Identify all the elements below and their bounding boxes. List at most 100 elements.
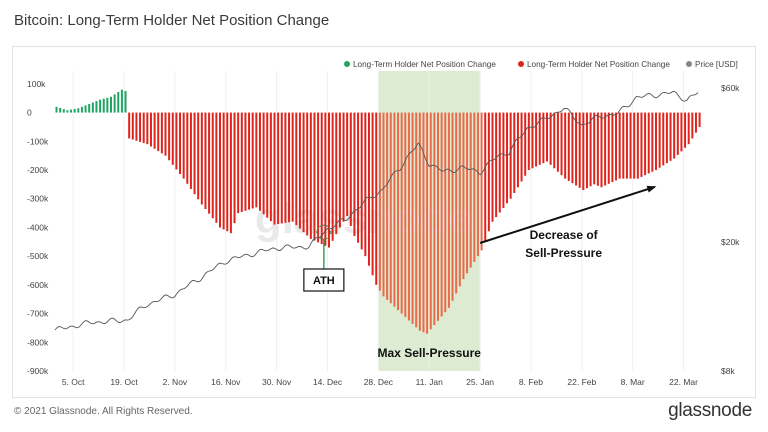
bar-positive: [55, 106, 58, 113]
bar-negative: [277, 112, 280, 224]
bar-positive: [70, 109, 73, 113]
legend-swatch-icon: [686, 61, 692, 67]
bar-negative: [382, 112, 385, 297]
bar-negative: [513, 112, 516, 193]
bar-negative: [560, 112, 563, 176]
bar-negative: [404, 112, 407, 318]
bar-negative: [480, 112, 483, 251]
x-tick-label: 30. Nov: [262, 377, 292, 387]
bar-negative: [400, 112, 403, 314]
bar-positive: [73, 108, 76, 113]
bar-negative: [135, 112, 138, 141]
x-tick-label: 16. Nov: [211, 377, 241, 387]
bar-negative: [495, 112, 498, 218]
legend-label: Price [USD]: [695, 60, 738, 69]
y-left-tick-label: -400k: [27, 222, 49, 232]
bar-negative: [211, 112, 214, 219]
bar-negative: [698, 112, 701, 127]
bar-negative: [691, 112, 694, 139]
bar-negative: [153, 112, 156, 149]
legend-swatch-icon: [344, 61, 350, 67]
bar-positive: [113, 94, 116, 113]
bar-negative: [131, 112, 134, 140]
price-line: [54, 91, 699, 331]
bar-negative: [669, 112, 672, 161]
ath-box: [303, 268, 345, 292]
y-left-tick-label: -900k: [27, 366, 49, 376]
x-tick-label: 5. Oct: [62, 377, 85, 387]
bar-positive: [62, 109, 65, 113]
bar-negative: [596, 112, 599, 186]
bar-negative: [625, 112, 628, 179]
bar-negative: [237, 112, 240, 214]
bar-negative: [462, 112, 465, 280]
bar-negative: [200, 112, 203, 205]
bar-negative: [498, 112, 501, 213]
copyright-text: © 2021 Glassnode. All Rights Reserved.: [14, 406, 193, 417]
bar-negative: [440, 112, 443, 317]
bar-negative: [393, 112, 396, 307]
bar-negative: [309, 112, 312, 239]
bar-negative: [556, 112, 559, 172]
bar-negative: [164, 112, 167, 156]
bar-negative: [607, 112, 610, 184]
x-tick-label: 2. Nov: [163, 377, 188, 387]
bar-negative: [665, 112, 668, 164]
bar-negative: [139, 112, 142, 142]
bar-negative: [371, 112, 374, 276]
bar-negative: [248, 112, 251, 210]
legend-label: Long-Term Holder Net Position Change: [353, 60, 496, 69]
bar-negative: [193, 112, 196, 195]
bar-positive: [59, 107, 62, 113]
y-left-tick-label: 0: [27, 108, 32, 118]
x-tick-label: 28. Dec: [364, 377, 394, 387]
bar-negative: [215, 112, 218, 223]
bar-negative: [564, 112, 567, 179]
bar-negative: [531, 112, 534, 169]
bar-negative: [197, 112, 200, 200]
bar-negative: [589, 112, 592, 187]
bar-negative: [687, 112, 690, 145]
decrease-sell-pressure-label: Decrease of: [530, 228, 599, 242]
bar-negative: [676, 112, 679, 155]
bar-positive: [88, 103, 91, 113]
bar-negative: [179, 112, 182, 175]
bar-negative: [684, 112, 687, 148]
bar-negative: [655, 112, 657, 171]
bar-negative: [509, 112, 512, 199]
bar-negative: [338, 112, 341, 228]
bar-negative: [186, 112, 189, 184]
bar-positive: [84, 105, 87, 113]
bar-negative: [451, 112, 454, 301]
bar-negative: [604, 112, 607, 186]
glassnode-logo: glassnode: [668, 400, 752, 421]
bar-negative: [567, 112, 570, 181]
bar-negative: [578, 112, 581, 188]
bar-negative: [288, 112, 291, 223]
bar-negative: [575, 112, 578, 186]
bar-negative: [324, 112, 327, 246]
bar-negative: [520, 112, 523, 182]
bar-negative: [411, 112, 414, 324]
bar-negative: [458, 112, 461, 287]
bar-negative: [694, 112, 697, 133]
bar-positive: [95, 101, 98, 113]
bar-negative: [262, 112, 265, 215]
bar-negative: [407, 112, 410, 321]
bar-negative: [582, 112, 585, 191]
bar-negative: [226, 112, 229, 232]
bar-negative: [302, 112, 305, 233]
bar-negative: [375, 112, 378, 285]
bar-positive: [120, 89, 123, 113]
bar-negative: [476, 112, 479, 257]
bar-negative: [219, 112, 221, 228]
legend-swatch-icon: [518, 61, 524, 67]
bar-negative: [306, 112, 309, 236]
bar-negative: [466, 112, 469, 274]
bar-negative: [251, 112, 254, 209]
bar-negative: [542, 112, 545, 164]
y-left-tick-label: -700k: [27, 309, 49, 319]
bar-negative: [524, 112, 527, 176]
bar-negative: [360, 112, 363, 250]
bar-negative: [640, 112, 643, 177]
